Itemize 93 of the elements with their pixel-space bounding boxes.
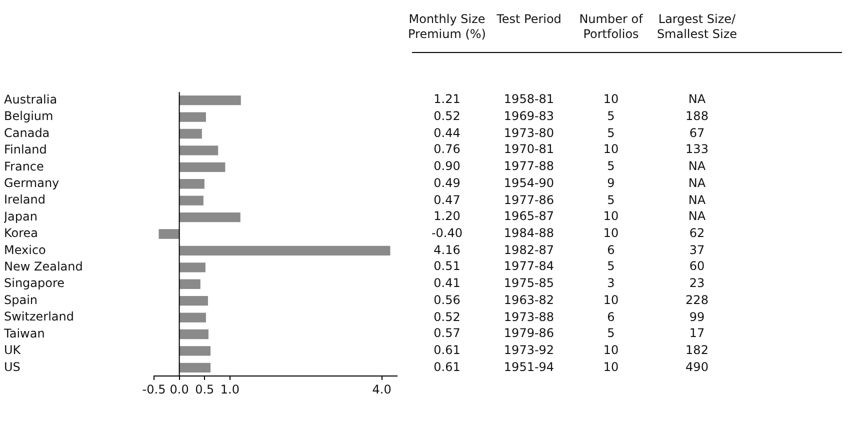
text: 10 xyxy=(603,292,619,307)
text: NA xyxy=(688,92,706,106)
y-tick-label: Korea xyxy=(4,226,38,240)
text: 99 xyxy=(689,310,705,324)
category-label: Largest Size/ Smallest Size xyxy=(656,12,738,42)
y-tick-label: Finland xyxy=(4,142,47,157)
text: 1982-87 xyxy=(504,242,554,257)
text: 0.61 xyxy=(434,360,460,374)
text: 1969-83 xyxy=(504,109,554,124)
text: NA xyxy=(688,159,706,174)
text: 228 xyxy=(686,292,708,307)
text: 1973-88 xyxy=(504,310,554,324)
text: 9 xyxy=(607,176,615,190)
text: 10 xyxy=(603,360,619,374)
text: 10 xyxy=(603,92,619,106)
y-tick-label: Mexico xyxy=(4,242,46,257)
text: 4.16 xyxy=(434,242,460,257)
y-tick-label: Germany xyxy=(4,176,60,190)
text: 3 xyxy=(607,276,615,290)
text: 60 xyxy=(689,259,705,274)
text: 1970-81 xyxy=(504,142,554,156)
text: 10 xyxy=(603,226,619,240)
x-tick-label: 0.5 xyxy=(195,382,214,396)
text: 1979-86 xyxy=(504,326,554,340)
text: -0.40 xyxy=(431,226,463,240)
text: 1984-88 xyxy=(504,226,554,240)
text: 0.52 xyxy=(434,109,460,124)
text: 0.41 xyxy=(434,276,460,290)
text: 67 xyxy=(689,126,705,140)
x-tick-label: 4.0 xyxy=(372,382,392,396)
x-tick-label: 0.0 xyxy=(170,382,189,396)
text: 1963-82 xyxy=(504,292,554,307)
text: 1973-92 xyxy=(504,342,554,357)
text: 0.49 xyxy=(434,176,460,190)
text: 6 xyxy=(607,310,615,324)
text: 1.21 xyxy=(434,92,460,106)
text: 17 xyxy=(689,326,705,340)
text: 6 xyxy=(607,242,615,257)
text: 1951-94 xyxy=(504,360,554,374)
text: 1977-88 xyxy=(504,159,554,174)
text: 133 xyxy=(686,142,708,156)
y-tick-label: Belgium xyxy=(4,109,54,124)
text: 1977-86 xyxy=(504,192,554,207)
y-tick-label: Singapore xyxy=(4,276,65,290)
text: 62 xyxy=(689,226,705,240)
y-tick-label: Switzerland xyxy=(4,310,74,324)
text: 0.61 xyxy=(434,342,460,357)
x-tick-label: 1.0 xyxy=(220,382,240,396)
text: 0.57 xyxy=(434,326,460,340)
text: 0.47 xyxy=(434,192,460,207)
text: NA xyxy=(688,209,706,224)
text: 490 xyxy=(686,360,708,374)
text: 0.76 xyxy=(434,142,460,156)
text: 5 xyxy=(607,259,615,274)
text: 1965-87 xyxy=(504,209,554,224)
x-tick-label: -0.5 xyxy=(142,382,166,396)
y-tick-label: Ireland xyxy=(4,192,46,207)
category-label: Number of Portfolios xyxy=(578,12,644,42)
y-tick-label: Taiwan xyxy=(3,326,45,340)
text: 0.51 xyxy=(434,259,460,274)
y-tick-label: Australia xyxy=(4,92,58,106)
y-tick-label: US xyxy=(4,360,20,374)
text: 5 xyxy=(607,192,615,207)
text: 1973-80 xyxy=(504,126,554,140)
text: 10 xyxy=(603,342,619,357)
y-tick-label: Canada xyxy=(4,126,50,140)
text: 0.90 xyxy=(434,159,460,174)
text: 1.20 xyxy=(434,209,460,224)
y-tick-label: France xyxy=(4,159,44,174)
category-label: Monthly Size Premium (%) xyxy=(407,12,487,42)
text: NA xyxy=(688,192,706,207)
category-label: Test Period xyxy=(496,12,562,27)
y-tick-label: Spain xyxy=(4,292,38,307)
text: 37 xyxy=(689,242,705,257)
text: 1954-90 xyxy=(504,176,554,190)
text: 188 xyxy=(686,109,708,124)
text: 10 xyxy=(603,209,619,224)
y-tick-label: UK xyxy=(4,343,22,358)
text: 182 xyxy=(686,342,708,357)
text: 1977-84 xyxy=(504,259,554,274)
text: NA xyxy=(688,176,706,190)
text: 10 xyxy=(603,142,619,156)
text: 5 xyxy=(607,109,615,124)
text: 0.44 xyxy=(434,126,460,140)
text: 1958-81 xyxy=(504,92,554,106)
text: 0.52 xyxy=(434,310,460,324)
text: 0.56 xyxy=(434,292,460,307)
text: 5 xyxy=(607,126,615,140)
text: 1975-85 xyxy=(504,276,554,290)
y-tick-label: New Zealand xyxy=(4,260,83,274)
text: 5 xyxy=(607,159,615,174)
text: 5 xyxy=(607,326,615,340)
text: 23 xyxy=(689,276,705,290)
